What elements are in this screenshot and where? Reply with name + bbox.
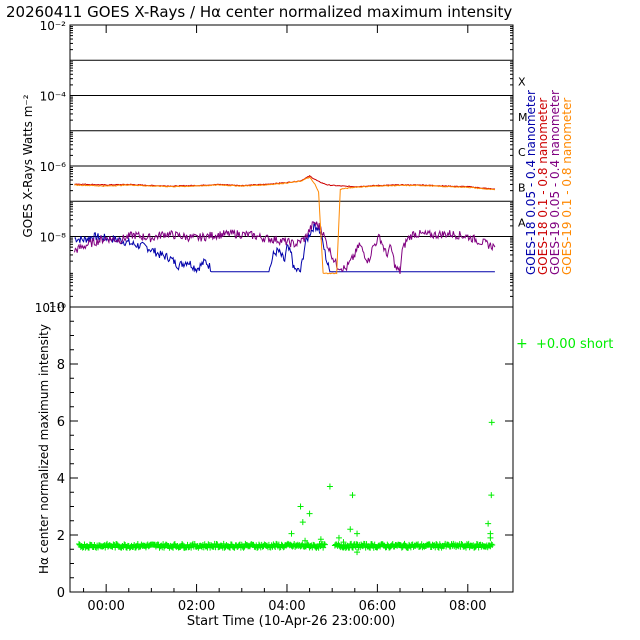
time-x-tick-label: 00:00 bbox=[87, 599, 124, 614]
xray-legend-entry-0: GOES-18 0.05 - 0.4 nanometer bbox=[524, 90, 538, 275]
halpha-y-axis-label: Hα center normalized maximum intensity bbox=[37, 324, 51, 574]
flare-class-B: B bbox=[518, 181, 526, 194]
time-x-tick-label: 04:00 bbox=[268, 599, 305, 614]
halpha-point bbox=[317, 536, 324, 543]
halpha-point bbox=[488, 541, 495, 548]
halpha-point bbox=[349, 544, 356, 551]
halpha-y-tick-label: 6 bbox=[57, 415, 65, 430]
figure-title: 20260411 GOES X-Rays / Hα center normali… bbox=[6, 3, 512, 21]
xray-y-axis: 10⁻¹⁰ 10⁻⁸ 10⁻⁶ 10⁻⁴ 10⁻² bbox=[35, 19, 513, 315]
halpha-point bbox=[340, 539, 347, 546]
xray-panel: 10⁻¹⁰ 10⁻⁸ 10⁻⁶ 10⁻⁴ 10⁻² A B C M X GOES X-Rays … bbox=[21, 19, 574, 315]
halpha-legend-marker: + bbox=[516, 336, 528, 352]
halpha-y-tick-label: 0 bbox=[57, 586, 65, 601]
xray-y-tick-label: 10⁻⁴ bbox=[40, 90, 67, 104]
time-x-tick-label: 06:00 bbox=[359, 599, 396, 614]
halpha-legend-label: +0.00 short bbox=[536, 337, 613, 352]
halpha-point bbox=[335, 534, 342, 541]
flare-class-M: M bbox=[518, 111, 528, 124]
halpha-point bbox=[297, 503, 304, 510]
halpha-y-axis: 0 2 4 6 8 10 bbox=[48, 301, 513, 601]
halpha-point bbox=[306, 510, 313, 517]
xray-y-tick-label: 10⁻⁶ bbox=[40, 160, 67, 174]
xray-series-line-2 bbox=[74, 221, 496, 274]
halpha-point bbox=[313, 544, 320, 551]
halpha-point bbox=[302, 537, 309, 544]
halpha-point bbox=[320, 544, 327, 551]
xray-series-line-3 bbox=[74, 176, 496, 275]
time-x-tick-label: 02:00 bbox=[178, 599, 215, 614]
xray-y-tick-label: 10⁻² bbox=[40, 19, 67, 33]
xray-series-group bbox=[74, 175, 496, 275]
time-x-axis: 00:00 02:00 04:00 06:00 08:00 bbox=[83, 25, 491, 614]
xray-y-axis-label: GOES X-Rays Watts m⁻² bbox=[21, 94, 35, 237]
halpha-point bbox=[188, 544, 195, 551]
halpha-point bbox=[485, 520, 492, 527]
halpha-y-tick-label: 8 bbox=[57, 358, 65, 373]
halpha-point bbox=[321, 541, 328, 548]
halpha-point bbox=[489, 542, 496, 549]
halpha-point bbox=[487, 534, 494, 541]
halpha-point bbox=[473, 541, 480, 548]
flare-class-C: C bbox=[518, 146, 526, 159]
flare-class-labels: A B C M X bbox=[518, 76, 528, 230]
halpha-point bbox=[488, 492, 495, 499]
halpha-point bbox=[342, 544, 349, 551]
flare-class-X: X bbox=[518, 76, 526, 89]
halpha-point bbox=[488, 419, 495, 426]
halpha-y-tick-label: 2 bbox=[57, 529, 65, 544]
halpha-points bbox=[76, 419, 496, 556]
halpha-point bbox=[347, 526, 354, 533]
xray-legend-entry-2: GOES-19 0.05 - 0.4 nanometer bbox=[548, 90, 562, 275]
xray-y-tick-label: 10⁻⁸ bbox=[40, 231, 67, 245]
xray-y-tick-label: 10⁻¹⁰ bbox=[35, 301, 66, 315]
halpha-y-tick-label: 4 bbox=[57, 472, 65, 487]
xray-level-lines bbox=[70, 59, 513, 237]
halpha-point bbox=[179, 541, 186, 548]
halpha-point bbox=[240, 544, 247, 551]
time-x-tick-label: 08:00 bbox=[449, 599, 486, 614]
halpha-point bbox=[326, 483, 333, 490]
xray-legend-entry-3: GOES-19 0.1 - 0.8 nanometer bbox=[560, 98, 574, 275]
halpha-y-tick-label: 10 bbox=[48, 301, 65, 316]
halpha-point bbox=[354, 530, 361, 537]
xray-series-line-0 bbox=[74, 221, 495, 274]
xray-legend-entry-1: GOES-18 0.1 - 0.8 nanometer bbox=[536, 98, 550, 275]
halpha-legend: + +0.00 short bbox=[516, 336, 613, 352]
halpha-point bbox=[349, 492, 356, 499]
halpha-panel: 0 2 4 6 8 10 00:00 02:00 04:00 06:00 08:00 Hα cen… bbox=[37, 25, 613, 629]
halpha-point bbox=[205, 541, 212, 548]
halpha-point bbox=[354, 549, 361, 556]
halpha-point bbox=[321, 541, 328, 548]
halpha-point bbox=[288, 530, 295, 537]
time-x-axis-label: Start Time (10-Apr-26 23:00:00) bbox=[187, 614, 395, 629]
flare-class-A: A bbox=[518, 217, 526, 230]
halpha-point bbox=[299, 519, 306, 526]
